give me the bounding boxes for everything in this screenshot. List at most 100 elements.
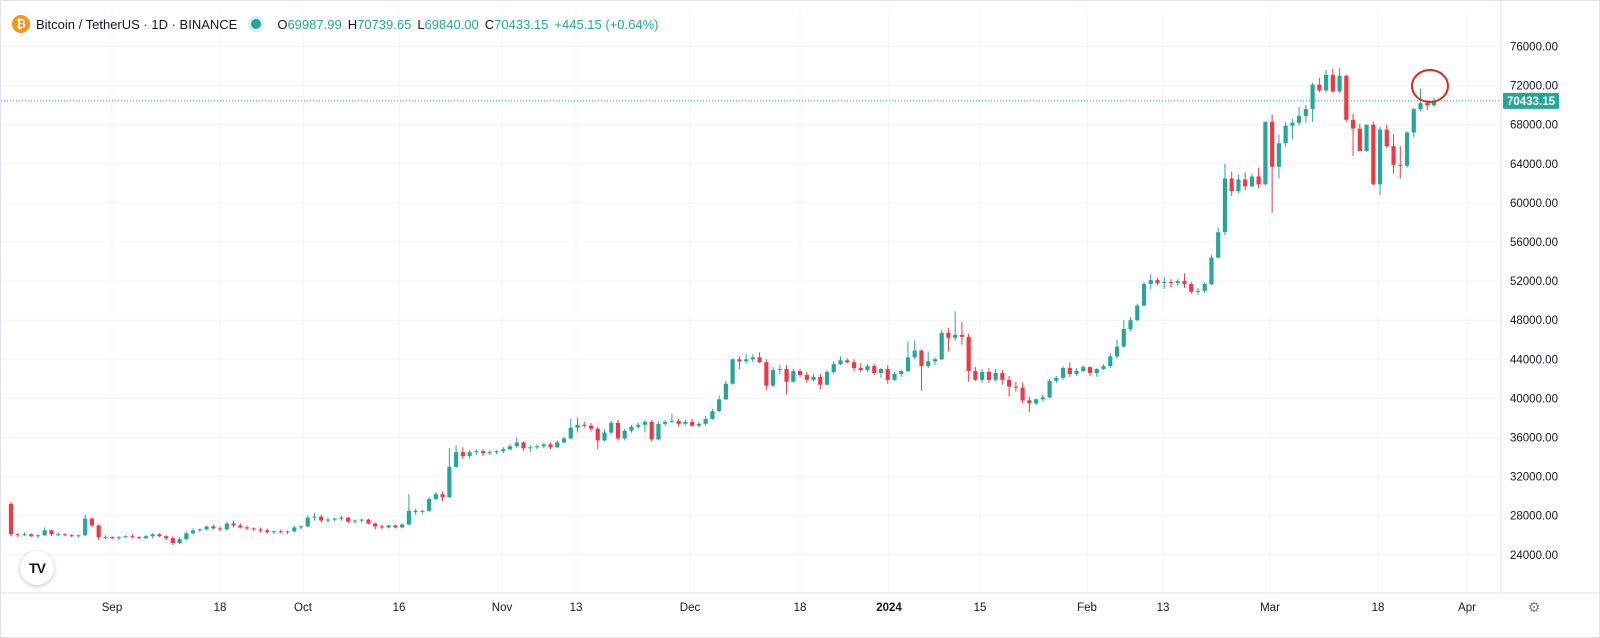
candle xyxy=(710,409,715,420)
candle xyxy=(157,533,162,538)
candle-body xyxy=(1290,122,1295,126)
time-axis[interactable]: Sep 18 Oct 16 Nov 13 Dec 18 2024 15 Feb 13 Mar 18 Apr xyxy=(0,592,1600,614)
candle xyxy=(319,514,324,523)
price-tick-label: 28000.00 xyxy=(1510,511,1558,523)
candle xyxy=(386,524,391,529)
symbol-title[interactable]: Bitcoin / TetherUS · 1D · BINANCE xyxy=(36,16,238,32)
candle-body xyxy=(1040,397,1045,400)
candle-body xyxy=(878,369,884,373)
candle-body xyxy=(130,536,135,538)
candle-body xyxy=(1431,100,1437,106)
price-tick-label: 36000.00 xyxy=(1510,433,1558,445)
candle xyxy=(494,450,499,455)
candle-body xyxy=(15,534,20,536)
candle xyxy=(1310,82,1315,122)
candle-body xyxy=(312,516,317,518)
candle-body xyxy=(22,534,27,536)
candle xyxy=(352,519,358,524)
candle xyxy=(1283,121,1288,148)
candle-body xyxy=(615,422,621,439)
candle-body xyxy=(96,525,101,538)
candle xyxy=(1209,254,1214,286)
candle xyxy=(292,525,297,533)
candle xyxy=(845,358,850,364)
candle-body xyxy=(103,537,108,539)
candle-body xyxy=(494,451,499,453)
candle-body xyxy=(973,371,978,380)
high-label: H xyxy=(347,16,358,32)
candle xyxy=(953,311,958,341)
candle-body xyxy=(851,362,857,369)
tradingview-logo-icon[interactable]: TV xyxy=(20,551,54,585)
candle-body xyxy=(1155,280,1160,284)
candle xyxy=(1270,114,1275,213)
candle xyxy=(204,525,209,531)
last-price-label: 70433.15 xyxy=(1507,96,1556,108)
candle-body xyxy=(912,350,917,358)
candle xyxy=(1060,366,1066,380)
candle xyxy=(35,534,41,539)
last-price-badge xyxy=(1503,92,1559,109)
candle-body xyxy=(1000,372,1005,380)
candle-body xyxy=(76,535,81,537)
candle xyxy=(973,367,978,381)
candle xyxy=(150,533,155,539)
candle xyxy=(123,535,128,539)
gear-icon[interactable]: ⚙ xyxy=(1527,599,1541,615)
candle xyxy=(831,361,836,374)
candle xyxy=(244,525,250,531)
candle xyxy=(791,369,796,383)
candle-body xyxy=(723,383,728,400)
candle xyxy=(690,418,695,427)
annotation-circle xyxy=(1411,69,1449,103)
candle xyxy=(818,373,823,390)
time-tick-label: 18 xyxy=(1372,602,1385,614)
price-tick-label: 44000.00 xyxy=(1510,354,1558,366)
candle-body xyxy=(568,427,573,439)
candle xyxy=(602,429,607,442)
candle xyxy=(325,517,331,523)
candle xyxy=(1182,273,1187,288)
candle xyxy=(555,440,560,449)
candle-body xyxy=(1303,109,1308,116)
candle xyxy=(1141,282,1147,307)
candle-body xyxy=(359,519,364,521)
candle xyxy=(339,515,344,521)
candle-body xyxy=(244,527,250,529)
market-open-dot-icon xyxy=(251,19,262,29)
high-value: 70739.65 xyxy=(357,16,412,32)
time-tick-label: Mar xyxy=(1260,602,1280,614)
candle xyxy=(824,370,830,386)
candle-body xyxy=(986,372,991,380)
candle-body xyxy=(737,359,742,362)
candle xyxy=(1222,163,1228,236)
candle xyxy=(406,494,411,526)
candle-body xyxy=(238,525,243,528)
candle xyxy=(96,524,101,541)
candle-body xyxy=(1377,129,1383,185)
candle-body xyxy=(89,518,95,526)
candle xyxy=(400,523,405,529)
price-axis[interactable]: 24000.00 28000.00 32000.00 36000.00 40000.00… xyxy=(1500,0,1559,593)
candle xyxy=(541,443,546,449)
candle xyxy=(440,491,445,502)
candle xyxy=(137,536,142,540)
candle xyxy=(1175,279,1180,286)
candle-body xyxy=(150,534,155,537)
candle xyxy=(1094,368,1099,377)
candle xyxy=(285,530,290,535)
candle xyxy=(676,418,681,427)
candle-body xyxy=(548,444,553,448)
candle xyxy=(1249,173,1255,188)
candle-body xyxy=(1202,284,1207,291)
price-tick-label: 48000.00 xyxy=(1510,315,1558,327)
candle xyxy=(663,419,668,426)
candle xyxy=(454,445,459,468)
candle xyxy=(784,365,789,395)
candle xyxy=(1013,381,1018,392)
candle-body xyxy=(750,357,755,360)
candle xyxy=(858,363,863,373)
candle xyxy=(521,441,526,452)
price-tick-label: 60000.00 xyxy=(1510,198,1558,210)
